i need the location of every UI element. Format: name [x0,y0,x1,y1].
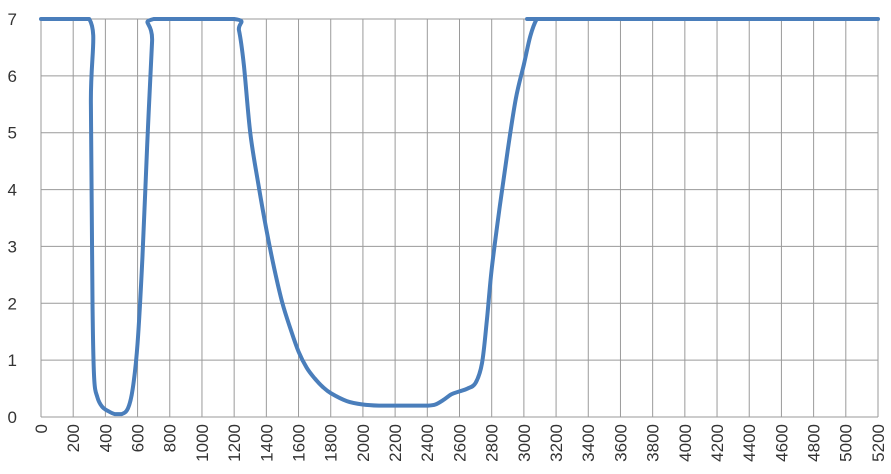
x-tick-label: 2000 [354,424,373,462]
y-tick-label: 5 [8,124,17,143]
x-tick-label: 3400 [579,424,598,462]
x-tick-label: 4800 [805,424,824,462]
x-tick-labels: 0 200 400 600 800 1000 1200 1400 1600 1800 2000 220… [32,424,888,462]
x-tick-label: 200 [64,424,83,452]
y-tick-label: 7 [8,10,17,29]
x-tick-label: 3000 [515,424,534,462]
x-tick-label: 600 [129,424,148,452]
y-tick-label: 4 [8,181,17,200]
grid [41,19,878,417]
y-tick-label: 1 [8,351,17,370]
x-tick-label: 3600 [611,424,630,462]
x-tick-label: 1800 [322,424,341,462]
y-tick-label: 3 [8,237,17,256]
x-tick-label: 1000 [193,424,212,462]
x-tick-label: 4400 [740,424,759,462]
y-tick-label: 2 [8,294,17,313]
x-tick-label: 4000 [676,424,695,462]
y-tick-label: 6 [8,67,17,86]
x-tick-label: 1600 [289,424,308,462]
x-tick-label: 1200 [225,424,244,462]
x-tick-label: 2200 [386,424,405,462]
x-tick-label: 3800 [644,424,663,462]
x-tick-label: 5200 [869,424,888,462]
x-tick-label: 400 [96,424,115,452]
x-tick-label: 2800 [483,424,502,462]
x-tick-label: 3200 [547,424,566,462]
x-tick-label: 5000 [837,424,856,462]
x-tick-label: 2600 [450,424,469,462]
x-tick-label: 1400 [257,424,276,462]
x-tick-label: 2400 [418,424,437,462]
y-tick-labels: 0 1 2 3 4 5 6 7 [8,10,17,427]
x-tick-label: 4600 [772,424,791,462]
x-tick-label: 800 [161,424,180,452]
x-tick-label: 0 [32,424,51,433]
x-tick-label: 4200 [708,424,727,462]
y-tick-label: 0 [8,408,17,427]
